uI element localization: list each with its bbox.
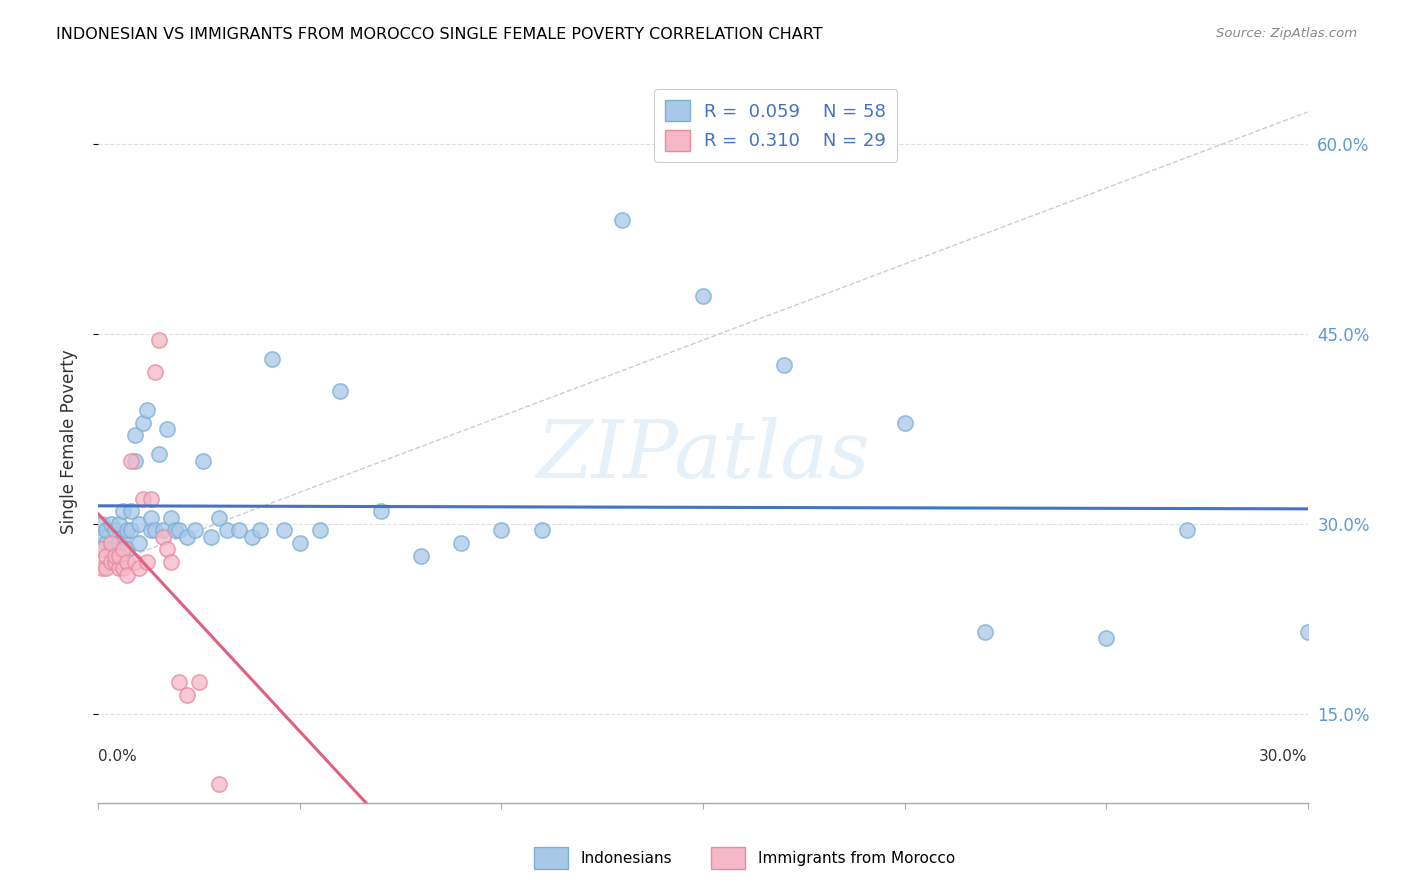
Point [163, 523, 186, 537]
Point [156, 422, 179, 436]
Point [103, 555, 125, 569]
Point [96, 523, 118, 537]
Point [156, 542, 179, 557]
Point [208, 510, 231, 524]
Text: 30.0%: 30.0% [1260, 748, 1308, 764]
Point [1296, 624, 1319, 639]
Point [139, 491, 162, 506]
Bar [711, 847, 745, 869]
Point [128, 561, 150, 575]
Bar [534, 847, 568, 869]
Point [120, 504, 142, 518]
Point [96, 549, 118, 563]
Point [103, 555, 125, 569]
Point [100, 516, 122, 531]
Point [176, 530, 198, 544]
Point [135, 555, 157, 569]
Point [91, 530, 114, 544]
Point [184, 523, 207, 537]
Point [120, 453, 142, 467]
Point [111, 561, 134, 575]
Point [692, 289, 714, 303]
Text: Source: ZipAtlas.com: Source: ZipAtlas.com [1216, 27, 1357, 40]
Point [135, 402, 157, 417]
Point [160, 555, 183, 569]
Point [240, 530, 263, 544]
Text: Indonesians: Indonesians [581, 851, 672, 865]
Point [128, 536, 150, 550]
Point [772, 359, 794, 373]
Point [124, 555, 146, 569]
Text: ZIPatlas: ZIPatlas [536, 417, 870, 495]
Point [160, 510, 183, 524]
Point [208, 777, 231, 791]
Point [96, 536, 118, 550]
Point [143, 523, 166, 537]
Legend: R =  0.059    N = 58, R =  0.310    N = 29: R = 0.059 N = 58, R = 0.310 N = 29 [654, 89, 897, 161]
Y-axis label: Single Female Poverty: Single Female Poverty [59, 350, 77, 533]
Point [612, 212, 634, 227]
Point [91, 542, 114, 557]
Point [115, 523, 138, 537]
Point [139, 510, 162, 524]
Point [491, 523, 513, 537]
Point [167, 523, 190, 537]
Point [152, 530, 174, 544]
Point [143, 365, 166, 379]
Text: 0.0%: 0.0% [98, 748, 138, 764]
Point [107, 536, 129, 550]
Point [107, 561, 129, 575]
Point [124, 453, 146, 467]
Point [148, 333, 170, 347]
Point [176, 688, 198, 702]
Point [111, 530, 134, 544]
Point [120, 523, 142, 537]
Point [167, 675, 190, 690]
Point [148, 447, 170, 461]
Point [115, 555, 138, 569]
Point [91, 516, 114, 531]
Point [329, 384, 352, 398]
Point [100, 542, 122, 557]
Point [103, 549, 125, 563]
Point [974, 624, 997, 639]
Point [115, 567, 138, 582]
Point [91, 561, 114, 575]
Point [128, 516, 150, 531]
Point [530, 523, 553, 537]
Point [1175, 523, 1198, 537]
Text: INDONESIAN VS IMMIGRANTS FROM MOROCCO SINGLE FEMALE POVERTY CORRELATION CHART: INDONESIAN VS IMMIGRANTS FROM MOROCCO SI… [56, 27, 823, 42]
Point [188, 675, 211, 690]
Point [124, 428, 146, 442]
Point [200, 530, 222, 544]
Point [139, 523, 162, 537]
Point [1095, 631, 1118, 645]
Point [273, 523, 295, 537]
Point [260, 352, 283, 367]
Point [107, 549, 129, 563]
Point [100, 555, 122, 569]
Point [249, 523, 271, 537]
Point [370, 504, 392, 518]
Point [288, 536, 311, 550]
Point [115, 542, 138, 557]
Point [111, 542, 134, 557]
Text: Immigrants from Morocco: Immigrants from Morocco [758, 851, 955, 865]
Point [152, 523, 174, 537]
Point [450, 536, 472, 550]
Point [96, 561, 118, 575]
Point [893, 416, 915, 430]
Point [103, 523, 125, 537]
Point [100, 536, 122, 550]
Point [132, 416, 155, 430]
Point [107, 516, 129, 531]
Point [228, 523, 250, 537]
Point [217, 523, 239, 537]
Point [111, 504, 134, 518]
Point [193, 453, 215, 467]
Point [309, 523, 332, 537]
Point [132, 491, 155, 506]
Point [409, 549, 432, 563]
